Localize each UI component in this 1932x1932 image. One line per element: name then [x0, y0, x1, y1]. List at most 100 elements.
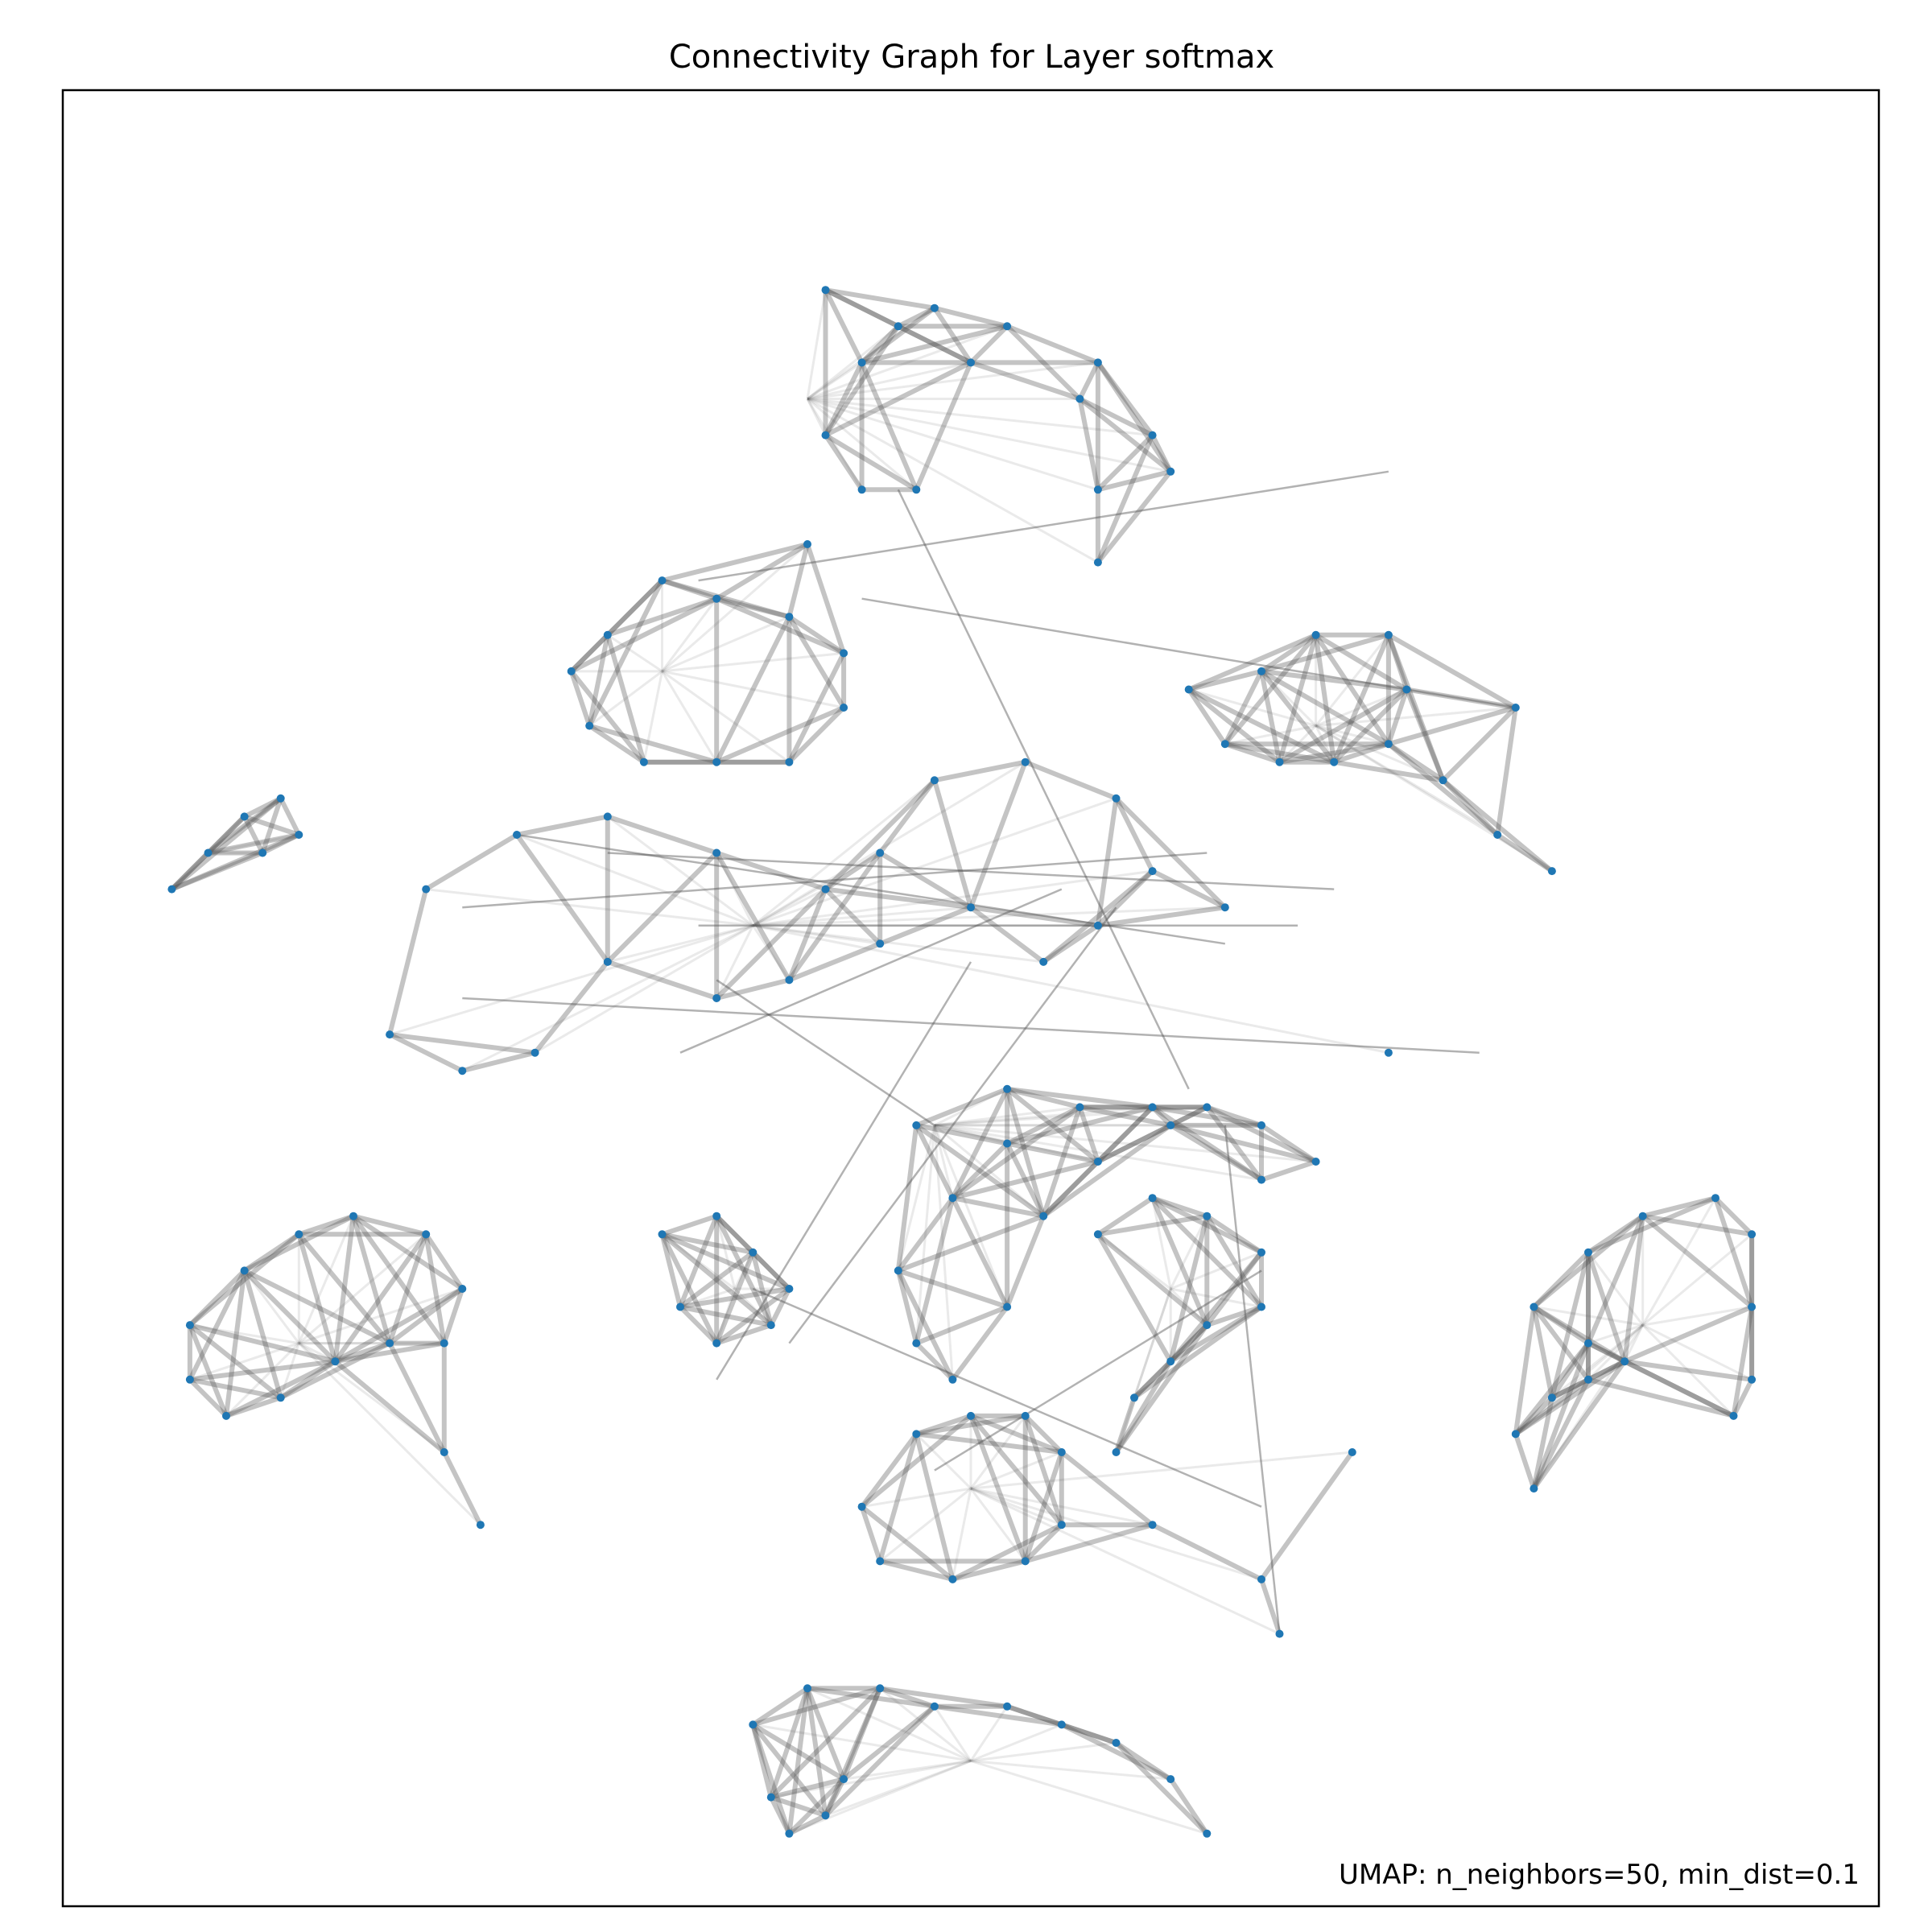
cluster-edge [1332, 687, 1409, 764]
bridge-edge [516, 833, 1225, 945]
cluster-edge [806, 289, 827, 399]
cluster-edge [714, 852, 792, 981]
data-point [1093, 921, 1102, 930]
cluster-edge [1005, 1142, 1046, 1218]
data-point [1257, 1175, 1265, 1184]
cluster-edge [206, 815, 246, 855]
cluster-edge [716, 596, 791, 620]
cluster-edge [1169, 1104, 1208, 1128]
cluster-edge [879, 1686, 1008, 1709]
cluster-edge [1642, 1213, 1752, 1237]
cluster-edge [1333, 741, 1389, 765]
cluster-edge [787, 1777, 846, 1835]
cluster-edge [171, 852, 209, 890]
cluster-edge [934, 1105, 1208, 1127]
cluster-edge [1587, 1323, 1644, 1345]
cluster-edge [788, 1760, 972, 1835]
cluster-edge [298, 1342, 445, 1454]
cluster-edge [1731, 1378, 1754, 1418]
data-point [1093, 358, 1102, 367]
cluster-edge [1532, 1214, 1645, 1309]
cluster-edge [1260, 633, 1318, 674]
cluster-edge [442, 1451, 483, 1526]
data-point [276, 1393, 285, 1402]
cluster-edge [661, 615, 790, 673]
cluster-edge [1624, 1304, 1753, 1364]
cluster-edge [1006, 1703, 1063, 1728]
cluster-edge [768, 1687, 810, 1798]
cluster-edge [1150, 1105, 1173, 1128]
data-point [1148, 1194, 1157, 1203]
cluster-edge [1205, 1104, 1317, 1164]
cluster-edge [1624, 1359, 1752, 1382]
cluster-edge [679, 1250, 755, 1309]
cluster-edge [1113, 1397, 1137, 1453]
cluster-edge [841, 1687, 882, 1781]
data-point [276, 794, 285, 803]
data-point [821, 431, 830, 440]
cluster-edge [1261, 1159, 1317, 1183]
cluster-edge [807, 398, 1099, 491]
cluster-edge [570, 597, 718, 674]
cluster-edge [934, 1105, 1080, 1127]
data-point [1093, 558, 1102, 567]
cluster-edge [1531, 1378, 1591, 1490]
cluster-edge [679, 1286, 790, 1310]
cluster-edge [1151, 1195, 1263, 1255]
cluster-edge [807, 324, 1008, 400]
cluster-edge [824, 778, 937, 891]
cluster-edge [225, 1342, 300, 1417]
cluster-edge [934, 1124, 1008, 1145]
cluster-edge [752, 1686, 881, 1728]
cluster-edge [661, 1233, 736, 1290]
cluster-edge [753, 924, 1044, 964]
cluster-edge [970, 1724, 1063, 1762]
cluster-edge [969, 1414, 1026, 1490]
cluster-edge [934, 305, 1008, 329]
data-point [422, 885, 431, 894]
data-point [749, 1720, 758, 1729]
cluster-edge [933, 1124, 1045, 1217]
cluster-edge [1113, 797, 1155, 873]
data-point [1203, 1321, 1212, 1330]
cluster-edge [1096, 1195, 1154, 1236]
bridge-edge [698, 470, 1389, 582]
cluster-edge [1188, 688, 1317, 728]
cluster-edge [1587, 1340, 1626, 1364]
cluster-edge [1731, 1307, 1755, 1417]
cluster-edge [970, 1487, 1153, 1526]
cluster-edge [171, 832, 300, 892]
cluster-edge [1097, 905, 1226, 928]
cluster-edge [534, 924, 754, 1054]
cluster-edge [1097, 1213, 1208, 1237]
cluster-edge [1513, 1396, 1554, 1436]
data-point [821, 1811, 830, 1820]
cluster-edge [1205, 1214, 1263, 1255]
cluster-edge [715, 1214, 755, 1254]
cluster-edge [733, 1252, 754, 1290]
cluster-edge [1060, 1722, 1172, 1781]
cluster-edge [1096, 434, 1155, 564]
data-point [1220, 740, 1229, 749]
cluster-edge [751, 1250, 791, 1291]
cluster-edge [1641, 1233, 1753, 1327]
cluster-edge [715, 852, 754, 927]
cluster-edge [753, 924, 1389, 1055]
data-point [1003, 1084, 1012, 1093]
cluster-edge [878, 850, 972, 910]
cluster-edge [1586, 1251, 1628, 1363]
cluster-edge [1078, 397, 1173, 474]
cluster-edge [1642, 1323, 1752, 1381]
cluster-edge [897, 1268, 1009, 1310]
cluster-edge [807, 361, 972, 400]
cluster-edge [1386, 634, 1446, 782]
cluster-edge [1260, 1123, 1318, 1164]
cluster-edge [188, 1377, 229, 1418]
cluster-edge [516, 814, 609, 837]
cluster-edge [1042, 1123, 1172, 1219]
cluster-edge [279, 1340, 391, 1400]
cluster-edge [915, 1304, 1009, 1346]
cluster-edge [1023, 1414, 1063, 1455]
cluster-edge [842, 1704, 936, 1781]
cluster-edge [933, 1125, 954, 1199]
